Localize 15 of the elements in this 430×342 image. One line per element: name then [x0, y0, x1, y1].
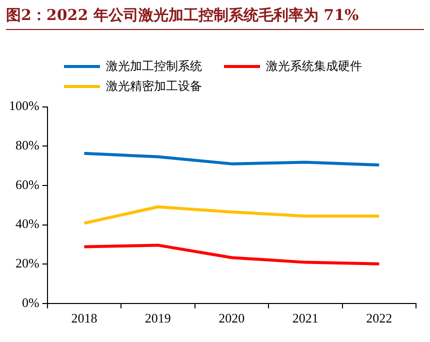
y-tick-label: 100% [8, 98, 40, 114]
y-tick-label: 60% [15, 176, 40, 192]
x-tick-label: 2018 [71, 310, 98, 326]
legend-label: 激光系统集成硬件 [266, 58, 362, 74]
y-tick-label: 80% [15, 138, 40, 153]
legend-label: 激光精密加工设备 [106, 78, 202, 94]
x-tick-label: 2019 [144, 310, 171, 326]
y-tick-label: 20% [15, 256, 40, 270]
chart-title: 图2：2022 年公司激光加工控制系统毛利率为 71% [6, 6, 424, 30]
y-tick-label: 0% [22, 294, 40, 310]
x-tick-label: 2021 [292, 310, 318, 326]
x-tick-label: 2020 [218, 310, 245, 326]
legend-label: 激光加工控制系统 [106, 58, 202, 74]
x-tick-label: 2022 [366, 310, 392, 326]
y-tick-label: 40% [15, 216, 40, 232]
